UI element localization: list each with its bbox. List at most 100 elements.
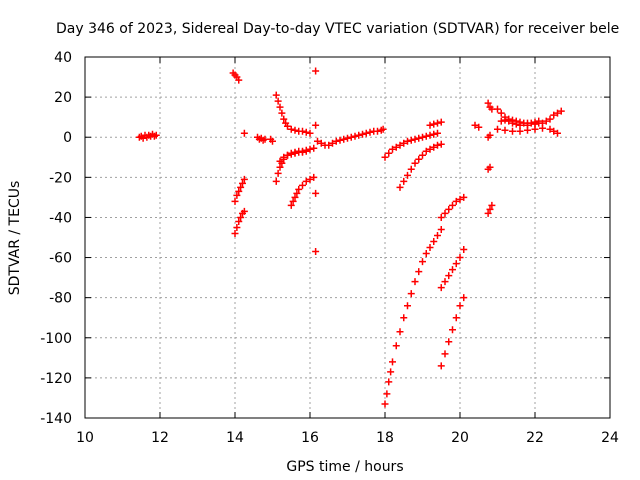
data-point <box>295 185 303 193</box>
data-point <box>396 141 404 149</box>
series-track-27 <box>484 131 494 141</box>
data-point <box>392 342 400 350</box>
data-point <box>430 238 438 246</box>
data-point <box>415 134 423 142</box>
series-track-28 <box>484 163 494 173</box>
data-point <box>278 109 286 117</box>
data-point <box>272 91 280 99</box>
data-point <box>396 183 404 191</box>
data-point <box>312 248 320 256</box>
data-point <box>449 266 456 274</box>
data-point <box>488 201 496 209</box>
data-point <box>317 139 325 147</box>
series-track-15 <box>312 248 320 256</box>
data-point <box>505 115 513 123</box>
data-point <box>419 133 426 141</box>
data-point <box>291 126 299 134</box>
series-track-20 <box>426 118 445 129</box>
data-point <box>359 130 366 138</box>
data-point <box>419 258 426 266</box>
data-point <box>276 103 284 111</box>
data-point <box>516 127 524 135</box>
series-track-03 <box>231 175 248 205</box>
data-point <box>235 76 243 84</box>
y-tick-label: -40 <box>49 210 72 226</box>
x-tick-label: 20 <box>451 430 469 446</box>
data-point <box>445 338 453 346</box>
data-point <box>509 116 516 124</box>
x-tick-label: 12 <box>151 430 169 446</box>
data-point <box>531 118 539 126</box>
data-point <box>385 378 393 386</box>
series-track-21 <box>381 225 445 408</box>
data-point <box>381 400 389 408</box>
series-track-16 <box>314 132 359 149</box>
data-point <box>240 129 248 137</box>
data-point <box>430 120 438 128</box>
data-point <box>411 278 419 286</box>
data-point <box>400 177 408 185</box>
data-point <box>344 134 351 142</box>
series-track-22 <box>437 246 468 292</box>
data-point <box>385 149 393 157</box>
data-point <box>310 144 318 152</box>
series-track-19 <box>396 140 445 191</box>
data-point <box>456 195 464 203</box>
data-point <box>152 131 160 139</box>
series-track-23 <box>437 193 468 221</box>
data-point <box>284 151 291 159</box>
data-point <box>445 205 453 213</box>
data-point <box>299 127 306 135</box>
data-point <box>293 189 301 197</box>
data-point <box>494 105 501 113</box>
data-point <box>449 201 456 209</box>
data-point <box>347 133 355 141</box>
data-point <box>535 117 543 125</box>
data-point <box>411 135 419 143</box>
data-point <box>456 302 464 310</box>
data-point <box>437 213 445 221</box>
data-point <box>501 126 509 134</box>
data-point <box>419 151 426 159</box>
data-point <box>306 175 314 183</box>
data-point <box>287 125 295 133</box>
data-point <box>426 244 434 252</box>
data-point <box>445 272 453 280</box>
data-point <box>426 131 434 139</box>
y-tick-label: -20 <box>49 170 72 186</box>
data-point <box>437 362 445 370</box>
x-tick-label: 10 <box>76 430 94 446</box>
data-point <box>501 116 509 124</box>
series-track-01 <box>135 130 160 142</box>
data-point <box>422 250 430 258</box>
data-point <box>287 201 295 209</box>
data-point <box>434 231 441 239</box>
data-point <box>389 145 396 153</box>
data-point <box>362 129 370 137</box>
series-track-08 <box>272 91 314 137</box>
data-point <box>233 223 241 231</box>
data-point <box>237 183 245 191</box>
data-point <box>516 118 524 126</box>
series-track-11 <box>287 173 318 209</box>
data-point <box>381 153 389 161</box>
data-point <box>460 193 468 201</box>
series-track-25 <box>471 121 483 131</box>
data-point <box>284 122 291 130</box>
data-point <box>430 143 438 151</box>
series-track-29 <box>484 201 496 217</box>
data-point <box>422 147 430 155</box>
data-point <box>404 171 411 179</box>
series-track-10 <box>276 147 310 165</box>
data-point <box>407 136 415 144</box>
data-point <box>471 121 479 129</box>
series-track-17 <box>355 125 387 139</box>
axis-ticks: 10 12 14 16 18 20 22 24 40 20 0 -20 -40 -60 -80 -100 -12… <box>40 50 619 446</box>
data-point <box>404 137 411 145</box>
y-tick-label: -100 <box>40 331 72 347</box>
data-point <box>411 159 419 167</box>
data-point <box>475 123 483 131</box>
data-point <box>312 189 320 197</box>
data-point <box>404 302 411 310</box>
